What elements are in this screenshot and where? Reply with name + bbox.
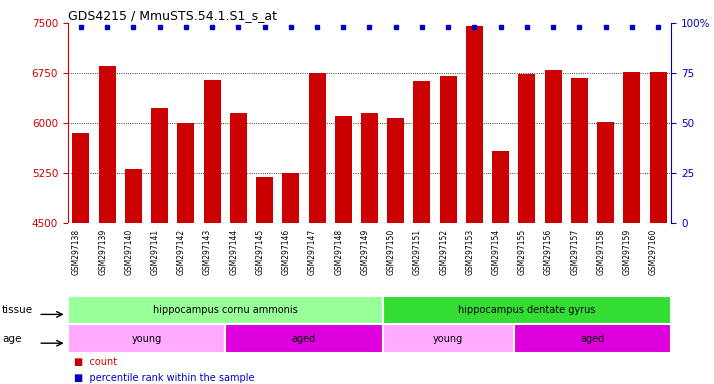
Bar — [151, 108, 169, 223]
Text: GSM297157: GSM297157 — [570, 228, 579, 275]
Bar — [440, 76, 457, 223]
Bar — [466, 26, 483, 223]
Bar — [387, 118, 404, 223]
Bar — [256, 177, 273, 223]
Text: GSM297147: GSM297147 — [308, 228, 317, 275]
Bar — [413, 81, 431, 223]
Text: GSM297158: GSM297158 — [597, 228, 605, 275]
Bar — [361, 113, 378, 223]
Text: aged: aged — [580, 334, 605, 344]
Bar — [518, 74, 536, 223]
Text: GSM297141: GSM297141 — [151, 228, 160, 275]
Bar — [225, 324, 383, 353]
Text: ■  percentile rank within the sample: ■ percentile rank within the sample — [74, 373, 254, 383]
Bar — [308, 73, 326, 223]
Text: GSM297148: GSM297148 — [334, 228, 343, 275]
Text: GSM297146: GSM297146 — [282, 228, 291, 275]
Bar — [68, 324, 225, 353]
Text: GSM297143: GSM297143 — [203, 228, 212, 275]
Text: young: young — [433, 334, 463, 344]
Bar — [650, 72, 667, 223]
Text: tissue: tissue — [2, 305, 34, 315]
Text: GSM297140: GSM297140 — [124, 228, 134, 275]
Text: GSM297150: GSM297150 — [387, 228, 396, 275]
Text: GSM297149: GSM297149 — [361, 228, 370, 275]
Text: GSM297154: GSM297154 — [492, 228, 501, 275]
Text: GSM297159: GSM297159 — [623, 228, 632, 275]
Bar — [282, 173, 299, 223]
Text: age: age — [2, 334, 21, 344]
Bar — [72, 133, 89, 223]
Text: GSM297138: GSM297138 — [72, 228, 81, 275]
Bar — [99, 66, 116, 223]
Bar — [570, 78, 588, 223]
Bar — [383, 324, 514, 353]
Bar — [383, 296, 671, 324]
Bar — [492, 151, 509, 223]
Text: GSM297152: GSM297152 — [439, 228, 448, 275]
Bar — [335, 116, 352, 223]
Text: aged: aged — [292, 334, 316, 344]
Text: ■  count: ■ count — [74, 358, 117, 367]
Text: young: young — [131, 334, 161, 344]
Text: GSM297160: GSM297160 — [649, 228, 658, 275]
Text: hippocampus cornu ammonis: hippocampus cornu ammonis — [153, 305, 298, 315]
Text: GSM297145: GSM297145 — [256, 228, 265, 275]
Bar — [203, 79, 221, 223]
Bar — [623, 72, 640, 223]
Text: GSM297139: GSM297139 — [99, 228, 107, 275]
Text: GSM297151: GSM297151 — [413, 228, 422, 275]
Text: GSM297142: GSM297142 — [177, 228, 186, 275]
Bar — [514, 324, 671, 353]
Bar — [597, 122, 614, 223]
Text: GSM297155: GSM297155 — [518, 228, 527, 275]
Text: GSM297153: GSM297153 — [466, 228, 474, 275]
Bar — [230, 113, 247, 223]
Bar — [68, 296, 383, 324]
Bar — [177, 123, 194, 223]
Bar — [125, 169, 142, 223]
Bar — [545, 70, 562, 223]
Text: GSM297144: GSM297144 — [229, 228, 238, 275]
Text: hippocampus dentate gyrus: hippocampus dentate gyrus — [458, 305, 595, 315]
Text: GSM297156: GSM297156 — [544, 228, 553, 275]
Text: GDS4215 / MmuSTS.54.1.S1_s_at: GDS4215 / MmuSTS.54.1.S1_s_at — [68, 9, 277, 22]
